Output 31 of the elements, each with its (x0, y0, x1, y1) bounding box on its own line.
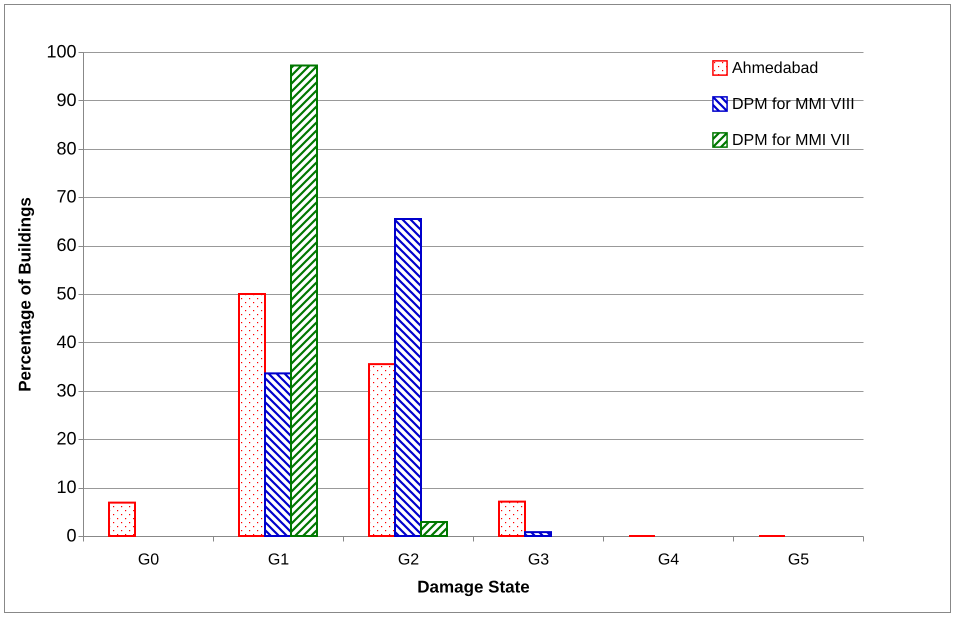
y-tick-label: 20 (56, 428, 76, 449)
x-tick-label: G4 (658, 552, 680, 568)
y-tick-label: 50 (56, 284, 76, 304)
bar (368, 363, 396, 537)
legend-label: DPM for MMI VIII (732, 96, 855, 113)
y-tick-label: 40 (56, 332, 76, 352)
y-tick-label: 10 (56, 477, 76, 498)
bar (290, 64, 318, 537)
y-tick-label: 90 (56, 90, 76, 110)
y-axis-title: Percentage of Buildings (15, 197, 34, 392)
bar (264, 372, 292, 537)
x-axis-title: Damage State (417, 578, 530, 596)
legend-label: Ahmedabad (732, 60, 818, 77)
x-tick-label: G3 (528, 552, 550, 568)
y-tick-label: 70 (56, 186, 76, 207)
x-tick-label: G2 (398, 552, 420, 568)
bar (394, 218, 422, 537)
bar (524, 531, 552, 537)
x-tick-label: G1 (268, 552, 290, 568)
legend-label: DPM for MMI VII (732, 132, 850, 149)
x-tick-label: G0 (138, 552, 160, 568)
bar (498, 500, 526, 537)
bar (108, 502, 136, 537)
y-tick-label: 100 (46, 42, 76, 62)
bar (420, 520, 448, 537)
y-tick-label: 60 (56, 235, 76, 256)
y-tick-label: 30 (56, 380, 76, 400)
y-tick-label: 80 (56, 138, 76, 158)
bar (238, 293, 266, 537)
x-tick-label: G5 (788, 552, 810, 568)
y-tick-label: 0 (66, 526, 76, 546)
